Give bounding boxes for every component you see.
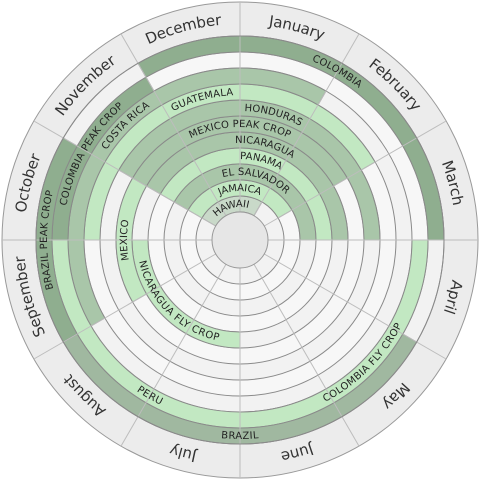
arc-label-path: BRAZIL [221, 430, 259, 442]
arc-label: MEXICO [119, 219, 132, 262]
spoke [253, 263, 360, 447]
arc-label-path: MEXICO [119, 219, 131, 262]
spoke [120, 33, 227, 217]
outer-ring-edge [35, 35, 445, 445]
arc-label-path: BRAZIL PEAK CROP [39, 189, 56, 291]
spoke [120, 263, 227, 447]
arc-label: BRAZIL [221, 430, 259, 442]
spoke [33, 253, 217, 360]
spoke [253, 33, 360, 217]
spoke [263, 253, 447, 360]
spoke [263, 120, 447, 227]
spoke [33, 120, 217, 227]
harvest-arcs [35, 35, 445, 445]
hub [211, 211, 269, 269]
arc-label: BRAZIL PEAK CROP [39, 189, 56, 291]
